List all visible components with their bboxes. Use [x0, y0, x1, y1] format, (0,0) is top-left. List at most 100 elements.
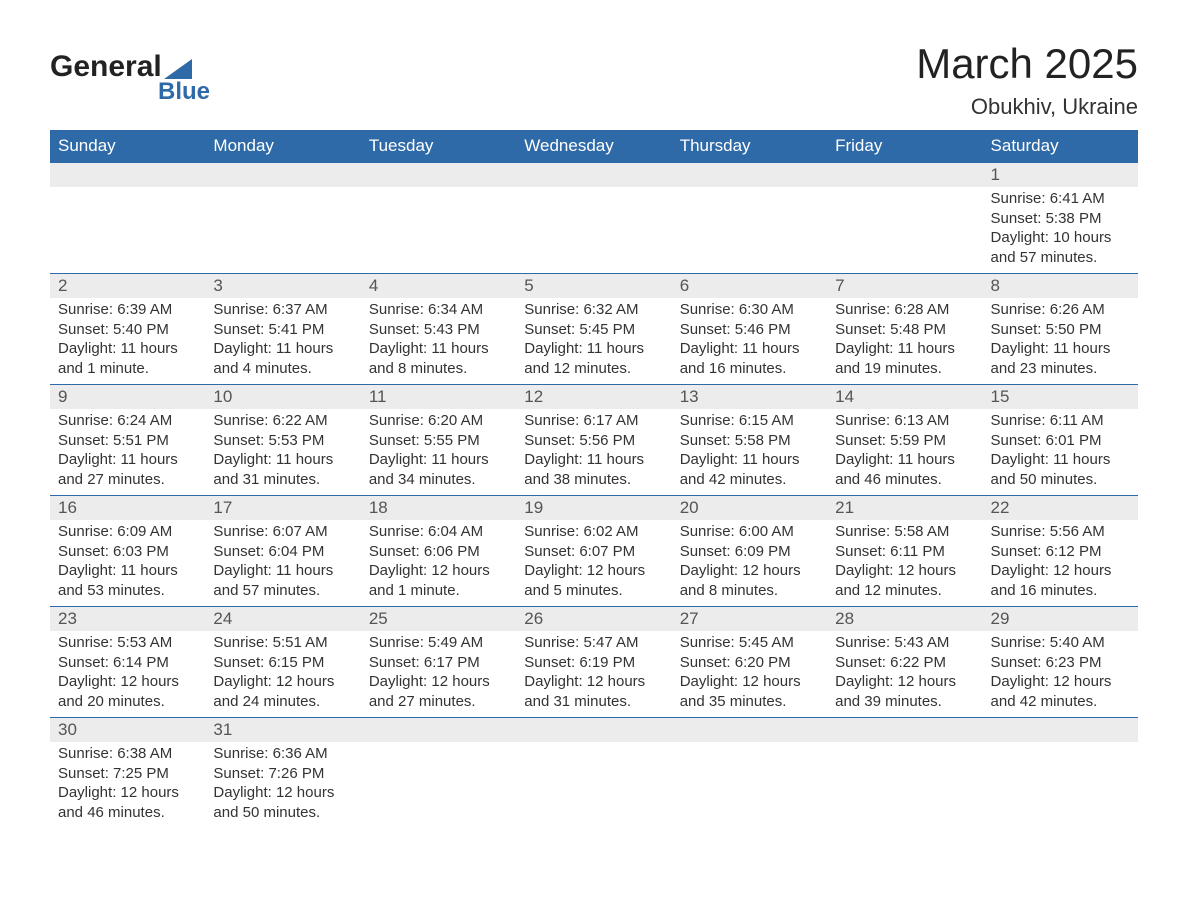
- daynum-row: 2345678: [50, 274, 1138, 299]
- calendar-cell-num: 15: [983, 385, 1138, 410]
- day-number: 8: [983, 274, 1138, 298]
- calendar-cell-num: 6: [672, 274, 827, 299]
- day-info: Sunrise: 6:20 AMSunset: 5:55 PMDaylight:…: [361, 409, 516, 495]
- calendar-cell-info: Sunrise: 5:51 AMSunset: 6:15 PMDaylight:…: [205, 631, 360, 718]
- sunrise-line: Sunrise: 6:36 AM: [213, 744, 352, 764]
- daylight-line: Daylight: 11 hours and 46 minutes.: [835, 450, 974, 489]
- day-number: 22: [983, 496, 1138, 520]
- calendar-cell-num: 18: [361, 496, 516, 521]
- day-number: 10: [205, 385, 360, 409]
- calendar-cell-info: Sunrise: 6:04 AMSunset: 6:06 PMDaylight:…: [361, 520, 516, 607]
- day-number: .: [516, 163, 671, 187]
- calendar-cell-num: .: [672, 163, 827, 188]
- sunset-line: Sunset: 5:38 PM: [991, 209, 1130, 229]
- day-number: 28: [827, 607, 982, 631]
- daylight-line: Daylight: 11 hours and 27 minutes.: [58, 450, 197, 489]
- day-number: .: [361, 163, 516, 187]
- calendar-cell-info: [50, 187, 205, 274]
- daylight-line: Daylight: 11 hours and 38 minutes.: [524, 450, 663, 489]
- day-info: Sunrise: 6:26 AMSunset: 5:50 PMDaylight:…: [983, 298, 1138, 384]
- sunrise-line: Sunrise: 6:07 AM: [213, 522, 352, 542]
- sunrise-line: Sunrise: 5:47 AM: [524, 633, 663, 653]
- day-number: 19: [516, 496, 671, 520]
- calendar-cell-num: .: [516, 718, 671, 743]
- sunrise-line: Sunrise: 5:43 AM: [835, 633, 974, 653]
- sunrise-line: Sunrise: 6:38 AM: [58, 744, 197, 764]
- calendar-cell-num: 28: [827, 607, 982, 632]
- location-label: Obukhiv, Ukraine: [916, 94, 1138, 120]
- daylight-line: Daylight: 12 hours and 24 minutes.: [213, 672, 352, 711]
- calendar-cell-info: [205, 187, 360, 274]
- day-info: Sunrise: 6:24 AMSunset: 5:51 PMDaylight:…: [50, 409, 205, 495]
- calendar-cell-info: Sunrise: 6:30 AMSunset: 5:46 PMDaylight:…: [672, 298, 827, 385]
- calendar-cell-info: Sunrise: 6:15 AMSunset: 5:58 PMDaylight:…: [672, 409, 827, 496]
- day-info: [983, 742, 1138, 820]
- day-info: Sunrise: 5:56 AMSunset: 6:12 PMDaylight:…: [983, 520, 1138, 606]
- day-info: [516, 742, 671, 820]
- day-info: Sunrise: 5:40 AMSunset: 6:23 PMDaylight:…: [983, 631, 1138, 717]
- daylight-line: Daylight: 11 hours and 8 minutes.: [369, 339, 508, 378]
- day-info: [516, 187, 671, 265]
- calendar-cell-info: Sunrise: 6:41 AMSunset: 5:38 PMDaylight:…: [983, 187, 1138, 274]
- calendar-cell-num: 29: [983, 607, 1138, 632]
- calendar-cell-info: Sunrise: 6:20 AMSunset: 5:55 PMDaylight:…: [361, 409, 516, 496]
- sunset-line: Sunset: 5:45 PM: [524, 320, 663, 340]
- sunset-line: Sunset: 6:22 PM: [835, 653, 974, 673]
- day-info: Sunrise: 6:09 AMSunset: 6:03 PMDaylight:…: [50, 520, 205, 606]
- info-row: Sunrise: 6:09 AMSunset: 6:03 PMDaylight:…: [50, 520, 1138, 607]
- day-number: .: [361, 718, 516, 742]
- calendar-cell-info: [361, 187, 516, 274]
- day-number: .: [983, 718, 1138, 742]
- calendar-cell-num: 8: [983, 274, 1138, 299]
- day-info: Sunrise: 6:28 AMSunset: 5:48 PMDaylight:…: [827, 298, 982, 384]
- brand-triangle-icon: [164, 59, 192, 79]
- day-info: Sunrise: 6:11 AMSunset: 6:01 PMDaylight:…: [983, 409, 1138, 495]
- day-number: .: [827, 163, 982, 187]
- day-info: Sunrise: 5:45 AMSunset: 6:20 PMDaylight:…: [672, 631, 827, 717]
- sunset-line: Sunset: 7:25 PM: [58, 764, 197, 784]
- sunrise-line: Sunrise: 5:49 AM: [369, 633, 508, 653]
- page-title: March 2025: [916, 40, 1138, 88]
- calendar-cell-num: 12: [516, 385, 671, 410]
- calendar-cell-info: Sunrise: 6:37 AMSunset: 5:41 PMDaylight:…: [205, 298, 360, 385]
- calendar-cell-num: 22: [983, 496, 1138, 521]
- calendar-cell-num: 16: [50, 496, 205, 521]
- calendar-cell-info: Sunrise: 5:49 AMSunset: 6:17 PMDaylight:…: [361, 631, 516, 718]
- daylight-line: Daylight: 10 hours and 57 minutes.: [991, 228, 1130, 267]
- calendar-cell-num: .: [205, 163, 360, 188]
- sunrise-line: Sunrise: 6:22 AM: [213, 411, 352, 431]
- sunset-line: Sunset: 5:48 PM: [835, 320, 974, 340]
- daylight-line: Daylight: 11 hours and 57 minutes.: [213, 561, 352, 600]
- calendar-cell-num: .: [827, 163, 982, 188]
- calendar-cell-num: 11: [361, 385, 516, 410]
- sunset-line: Sunset: 5:43 PM: [369, 320, 508, 340]
- calendar-cell-info: Sunrise: 5:40 AMSunset: 6:23 PMDaylight:…: [983, 631, 1138, 718]
- daylight-line: Daylight: 12 hours and 5 minutes.: [524, 561, 663, 600]
- weekday-header-row: SundayMondayTuesdayWednesdayThursdayFrid…: [50, 130, 1138, 163]
- calendar-cell-info: Sunrise: 6:13 AMSunset: 5:59 PMDaylight:…: [827, 409, 982, 496]
- daynum-row: ......1: [50, 163, 1138, 188]
- calendar-cell-num: 19: [516, 496, 671, 521]
- daylight-line: Daylight: 12 hours and 1 minute.: [369, 561, 508, 600]
- day-info: Sunrise: 6:17 AMSunset: 5:56 PMDaylight:…: [516, 409, 671, 495]
- day-number: 2: [50, 274, 205, 298]
- calendar-cell-num: 9: [50, 385, 205, 410]
- sunset-line: Sunset: 6:06 PM: [369, 542, 508, 562]
- calendar-cell-num: .: [827, 718, 982, 743]
- day-info: Sunrise: 5:43 AMSunset: 6:22 PMDaylight:…: [827, 631, 982, 717]
- calendar-cell-info: Sunrise: 6:26 AMSunset: 5:50 PMDaylight:…: [983, 298, 1138, 385]
- sunset-line: Sunset: 6:01 PM: [991, 431, 1130, 451]
- sunset-line: Sunset: 6:19 PM: [524, 653, 663, 673]
- sunrise-line: Sunrise: 6:24 AM: [58, 411, 197, 431]
- sunset-line: Sunset: 5:55 PM: [369, 431, 508, 451]
- sunset-line: Sunset: 6:20 PM: [680, 653, 819, 673]
- calendar-cell-num: 13: [672, 385, 827, 410]
- day-number: 13: [672, 385, 827, 409]
- sunset-line: Sunset: 5:41 PM: [213, 320, 352, 340]
- sunrise-line: Sunrise: 5:53 AM: [58, 633, 197, 653]
- calendar-cell-info: Sunrise: 6:09 AMSunset: 6:03 PMDaylight:…: [50, 520, 205, 607]
- day-number: .: [205, 163, 360, 187]
- daynum-row: 23242526272829: [50, 607, 1138, 632]
- sunrise-line: Sunrise: 6:26 AM: [991, 300, 1130, 320]
- daylight-line: Daylight: 11 hours and 23 minutes.: [991, 339, 1130, 378]
